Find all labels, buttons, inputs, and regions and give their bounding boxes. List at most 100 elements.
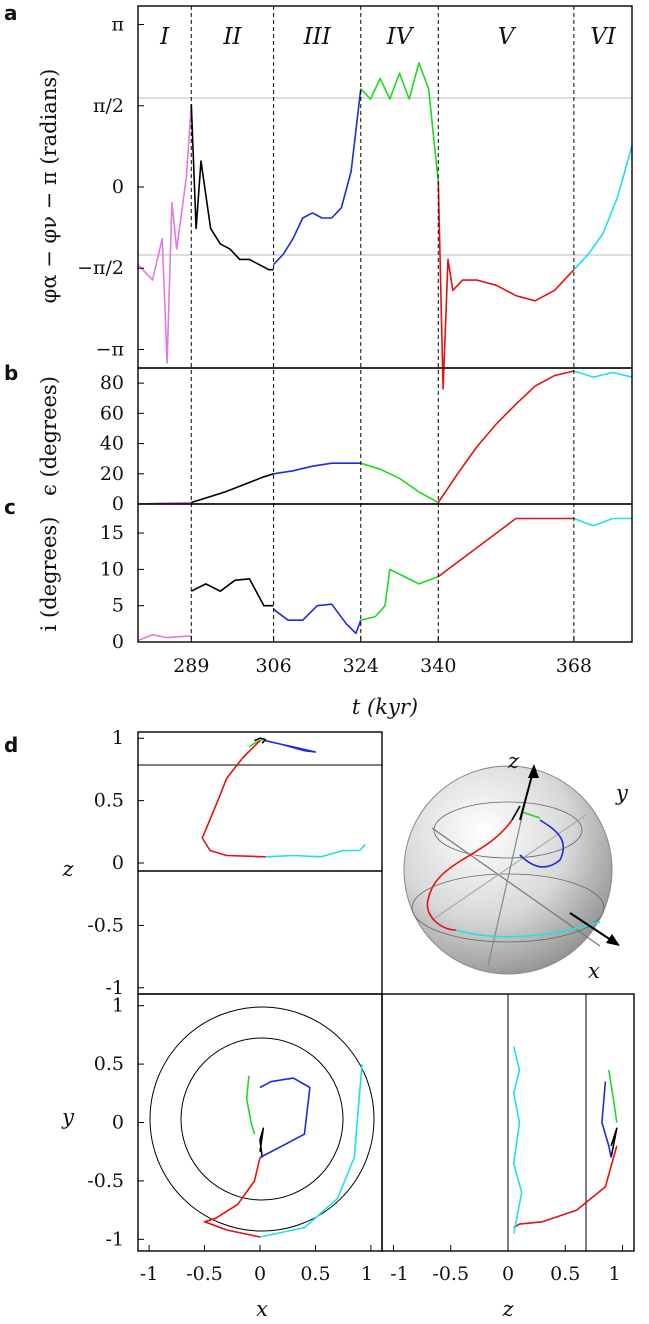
sphere-label-x: x (588, 959, 600, 983)
ytick-label: 0 (112, 1112, 124, 1134)
ytick-label: π (112, 14, 125, 36)
series-line-v (203, 1157, 261, 1238)
ytick-label: 10 (100, 558, 124, 580)
sphere-trajectory-cyan (455, 921, 601, 938)
sphere-axis-y (431, 814, 587, 921)
series-line-ii (254, 737, 267, 744)
ytick-label: 80 (100, 372, 124, 394)
ytick-label: 0 (112, 631, 124, 653)
panel-letter-d: d (4, 733, 18, 757)
panel-letter-c: c (4, 495, 16, 519)
series-line-vi (573, 517, 632, 527)
xtick-label: -0.5 (432, 1263, 469, 1285)
xy-xticks: -1 -0.5 0 0.5 1 (140, 1245, 373, 1285)
panel-c: 15 10 5 0 i (degrees) (37, 503, 633, 653)
zy-xticks: -1 -0.5 0 0.5 1 (390, 1245, 624, 1285)
panel-a-frame (137, 5, 633, 369)
panel-a-ylabel: φα − φν − π (radians) (37, 69, 61, 304)
series-line-iii (273, 88, 362, 266)
sphere-axis-x (431, 827, 601, 947)
ytick-label: 1 (112, 995, 124, 1017)
panel-d-xz: 1 0.5 0 -0.5 -1 z (61, 727, 383, 999)
series-line-v (437, 370, 575, 503)
panel-a-yticks: π π/2 0 −π/2 −π (77, 14, 144, 360)
panel-c-yticks: 15 10 5 0 (100, 522, 144, 653)
series-line-iv (360, 568, 439, 621)
panel-letter-b: b (4, 361, 18, 385)
xtick-label: 0.5 (300, 1263, 330, 1285)
time-xtick-label: 289 (173, 655, 209, 677)
xtick-label: -1 (140, 1263, 159, 1285)
panel-letter-a: a (4, 1, 18, 25)
xtick-label: 0.5 (550, 1263, 580, 1285)
panel-c-series (137, 517, 632, 642)
ytick-label: −π/2 (77, 257, 124, 279)
series-line-iii (273, 462, 361, 475)
xz-frame (137, 731, 383, 995)
panel-b-frame (137, 367, 633, 505)
xtick-label: -0.5 (186, 1263, 223, 1285)
panel-a: ππ/20−π/2−π I II III IV V VI φα − φν − π (rad… (37, 5, 633, 390)
sphere-arrowhead-x (606, 934, 620, 946)
ytick-label: 0 (112, 176, 124, 198)
series-line-vi (573, 145, 633, 271)
time-xlabel: t (kyr) (352, 695, 418, 719)
sphere-arrowhead-z (528, 764, 539, 778)
ytick-label: -0.5 (87, 914, 124, 936)
panel-b-yticks: 80 60 40 20 0 (100, 372, 144, 515)
xz-yticks: 1 0.5 0 -0.5 -1 (87, 727, 144, 999)
series-line-i (137, 633, 192, 642)
series-line-iv (608, 1069, 618, 1123)
ytick-label: 60 (100, 402, 124, 424)
series-line-vi (573, 370, 633, 378)
sphere-label-z: z (507, 749, 520, 773)
time-xtick-label: 368 (556, 655, 592, 677)
sphere-body (403, 765, 613, 975)
ytick-label: 0.5 (94, 1053, 124, 1075)
series-line-i (137, 104, 193, 364)
ytick-label: 40 (100, 433, 124, 455)
time-xtick-label: 340 (420, 655, 456, 677)
series-line-vi (512, 1046, 523, 1234)
phase-boundaries (190, 6, 575, 642)
series-line-iv (360, 62, 440, 182)
sphere-lower-circle (411, 873, 605, 943)
series-line-ii (259, 1127, 265, 1158)
xy-series (203, 1064, 363, 1238)
ytick-label: -1 (105, 1228, 124, 1250)
ytick-label: -1 (105, 977, 124, 999)
phase-label: VI (590, 24, 617, 50)
series-line-vi (259, 1064, 363, 1238)
xz-series (201, 737, 366, 858)
sphere-trajectory-red (426, 819, 513, 931)
series-line-iv (360, 462, 439, 504)
zy-xlabel: z (501, 1297, 514, 1321)
ytick-label: 0 (112, 852, 124, 874)
series-line-iii (259, 1077, 311, 1159)
xtick-label: 0 (254, 1263, 266, 1285)
time-xticks: 289 306 324 340 368 (173, 636, 592, 677)
series-line-iii (265, 739, 317, 753)
panel-c-frame (137, 503, 633, 643)
series-line-iii (601, 1081, 612, 1158)
time-xtick-label: 306 (255, 655, 291, 677)
sphere-arrow-x (569, 912, 615, 943)
series-line-ii (191, 473, 274, 504)
phase-label: III (303, 24, 332, 50)
ytick-label: 0.5 (94, 790, 124, 812)
series-line-ii (610, 1127, 618, 1158)
xy-ylabel: y (61, 1105, 75, 1129)
phase-labels: I II III IV V VI (159, 24, 617, 50)
ytick-label: −π (96, 338, 124, 360)
sphere-trajectory-green (521, 811, 541, 819)
series-line-ii (190, 578, 274, 607)
ytick-label: 15 (100, 522, 124, 544)
panel-d-sphere: z y x (403, 749, 629, 983)
series-line-v (437, 517, 574, 578)
phase-label: I (159, 24, 170, 50)
panel-c-ylabel: i (degrees) (37, 517, 61, 632)
panel-d-zy: -1 -0.5 0 0.5 1 z (381, 993, 635, 1321)
ytick-label: -0.5 (87, 1170, 124, 1192)
phase-label: IV (386, 24, 415, 50)
